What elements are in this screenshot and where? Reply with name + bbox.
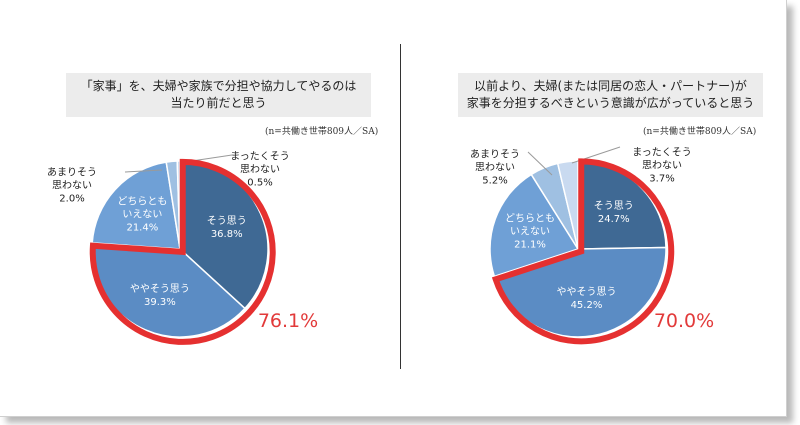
slice-label-text-right-1-1: そう思う [593,200,634,212]
highlight-total-left: 76.1% [257,310,319,332]
slice-label-text-left-3-1: どちらとも [117,196,168,208]
sample-note-left: (n=共働き世帯809人／SA) [265,127,379,137]
slice-label-text-right-5-1: まったくそう [632,147,692,159]
slice-label-text-left-2-1: ややそう思う [129,283,190,295]
slice-label-right-1: そう思う 24.7% [594,200,634,226]
slice-value-left-4: 2.0% [59,193,85,205]
slice-value-right-3: 21.1% [514,239,546,251]
slice-label-text-left-5-2: 思わない [239,164,280,176]
slice-value-left-3: 21.4% [126,222,159,234]
slice-label-text-left-4-1: あまりそう [47,167,97,179]
slice-label-left-5: まったくそう 思わない 0.5% [230,151,290,190]
slice-label-text-left-4-2: 思わない [52,180,92,192]
slice-label-text-right-2-1: ややそう思う [556,287,617,299]
chart-title-left-line-2: 当たり前だと思う [170,96,267,110]
chart-title-right-line-2: 家事を分担するべきという意識が広がっていると思う [466,96,755,110]
pie-charts [89,146,675,345]
slice-label-left-4: あまりそう 思わない 2.0% [47,167,97,206]
slide: 「家事」を、夫婦や家族で分担や協力してやるのは 当たり前だと思う (n=共働き世… [0,0,787,417]
slice-label-text-right-5-2: 思わない [641,160,682,172]
slice-label-text-left-3-2: いえない [122,209,163,221]
slice-value-right-1: 24.7% [597,213,630,225]
slice-label-text-right-3-1: どちらとも [505,213,555,225]
slice-label-right-4: あまりそう 思わない 5.2% [470,149,520,188]
highlight-outline-right [491,158,675,345]
slice-label-right-3: どちらとも いえない 21.1% [505,212,555,251]
slice-label-right-2: ややそう思う 45.2% [556,286,616,312]
slice-label-text-left-5-1: まったくそう [230,151,290,163]
slice-value-left-2: 39.3% [143,296,176,308]
slice-value-right-2: 45.2% [570,300,603,312]
slice-label-text-right-4-2: 思わない [475,162,515,174]
highlight-outline-left [89,158,276,345]
slice-label-right-5: まったくそう 思わない 3.7% [632,147,692,186]
panel-divider [400,44,401,369]
chart-title-right: 以前より、夫婦(または同居の恋人・パートナー)が 家事を分担するべきという意識が… [458,73,763,117]
slice-label-text-right-3-2: いえない [510,226,550,238]
pie-slice-right-3 [489,173,580,278]
slice-label-left-1: そう思う 36.8% [207,215,247,241]
chart-title-left: 「家事」を、夫婦や家族で分担や協力してやるのは 当たり前だと思う [66,73,371,117]
chart-title-left-line-1: 「家事」を、夫婦や家族で分担や協力してやるのは [80,79,357,93]
slice-label-left-2: ややそう思う 39.3% [130,283,190,309]
slice-value-left-1: 36.8% [210,229,243,241]
slice-label-left-3: どちらとも いえない 21.4% [117,195,167,234]
slice-label-text-right-4-1: あまりそう [470,149,520,161]
chart-title-right-line-1: 以前より、夫婦(または同居の恋人・パートナー)が [474,79,747,93]
slice-value-left-5: 0.5% [247,177,273,189]
sample-note-right: (n=共働き世帯809人／SA) [643,127,757,137]
slice-value-right-4: 5.2% [482,175,508,187]
leader-line-left-4 [124,169,163,173]
highlight-total-right: 70.0% [653,310,715,332]
pie-slice-left-3 [91,161,181,250]
slice-label-text-left-1-1: そう思う [206,216,247,228]
leader-line-right-4 [527,151,553,176]
slice-value-right-5: 3.7% [649,173,675,185]
